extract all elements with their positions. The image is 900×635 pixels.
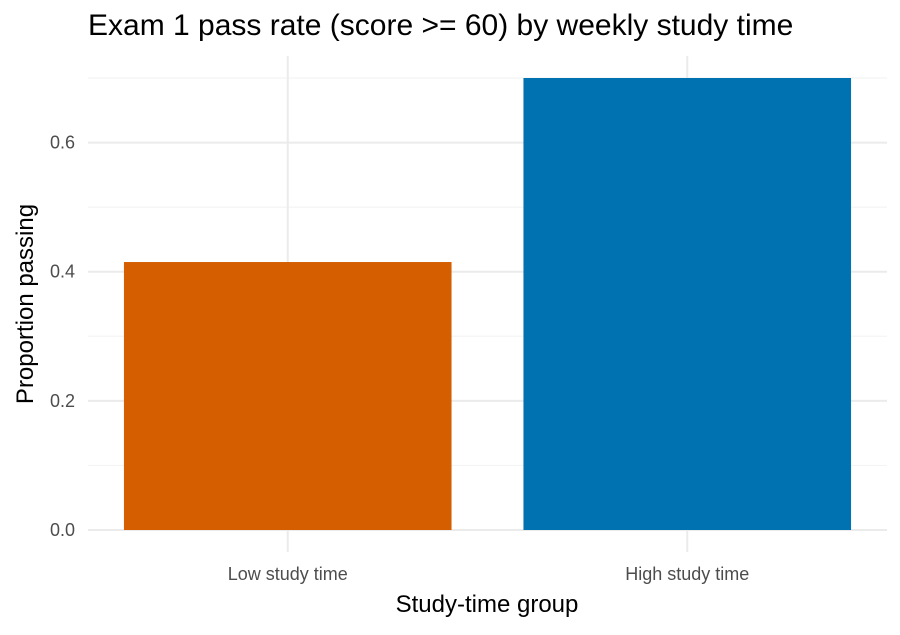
y-axis-title: Proportion passing (12, 204, 39, 404)
y-tick-label: 0.2 (50, 391, 75, 411)
x-axis-title: Study-time group (396, 591, 579, 618)
chart-title: Exam 1 pass rate (score >= 60) by weekly… (88, 9, 793, 42)
bars-layer (123, 78, 852, 530)
tick-labels-layer: 0.0 0.2 0.4 0.6 Low study time High study tim… (50, 133, 749, 584)
bar-high-study-time (523, 78, 852, 530)
y-tick-label: 0.6 (50, 133, 75, 153)
y-tick-label: 0.0 (50, 520, 75, 540)
x-tick-label: Low study time (228, 564, 348, 584)
bar-low-study-time (123, 262, 452, 530)
x-tick-label: High study time (625, 564, 749, 584)
y-tick-label: 0.4 (50, 262, 75, 282)
